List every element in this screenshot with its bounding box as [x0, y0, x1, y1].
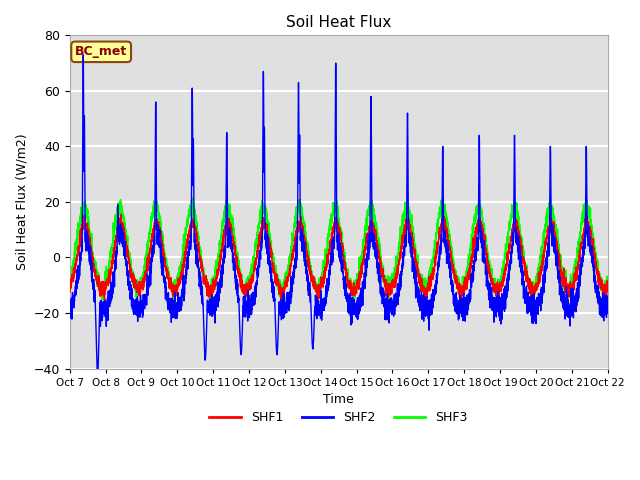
Legend: SHF1, SHF2, SHF3: SHF1, SHF2, SHF3 — [205, 406, 473, 429]
X-axis label: Time: Time — [323, 393, 354, 406]
Text: BC_met: BC_met — [75, 45, 127, 59]
Y-axis label: Soil Heat Flux (W/m2): Soil Heat Flux (W/m2) — [15, 133, 28, 270]
Title: Soil Heat Flux: Soil Heat Flux — [286, 15, 391, 30]
